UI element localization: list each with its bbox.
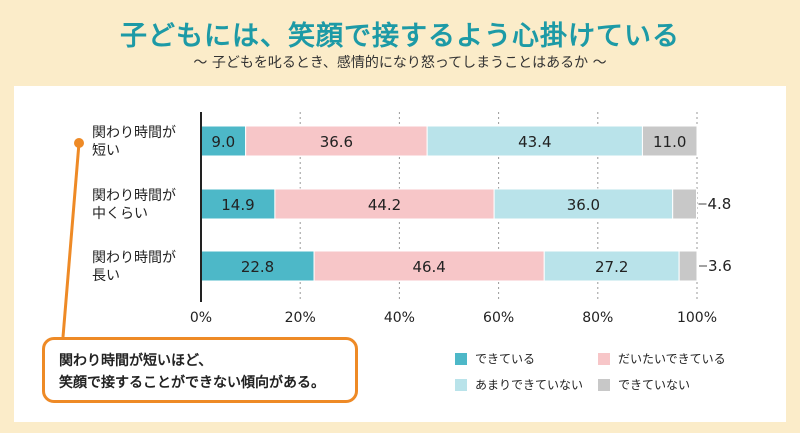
data-label-1-3: 4.8 (708, 195, 732, 213)
legend-swatch-4 (598, 378, 610, 391)
data-label-0-2: 43.4 (518, 133, 551, 151)
legend-label-4: できていない (618, 378, 691, 392)
chart-title: 子どもには、笑顔で接するよう心掛けている (120, 21, 680, 52)
data-label-2-2: 27.2 (595, 258, 628, 276)
x-tick-label-3: 60% (483, 310, 514, 326)
data-label-1-0: 14.9 (221, 196, 254, 214)
legend-swatch-2 (598, 352, 610, 365)
bar-seg-1-2 (493, 188, 674, 220)
legend-item-2: だいたいできている (598, 350, 726, 367)
bar-seg-2-3 (678, 250, 698, 282)
x-tick-label-5: 100% (677, 310, 717, 326)
bar-seg-1-0 (200, 188, 276, 220)
x-tick-label-4: 80% (582, 310, 613, 326)
bar-seg-1-1 (274, 188, 495, 220)
callout-dot (74, 138, 84, 148)
legend-label-3: あまりできていない (475, 378, 584, 392)
legend-item-1: できている (455, 350, 535, 367)
callout-box: 関わり時間が短いほど、 笑顔で接することができない傾向がある。 (42, 337, 358, 403)
callout-connector (61, 142, 81, 338)
data-label-0-1: 36.6 (320, 133, 353, 151)
legend-label-2: だいたいできている (618, 352, 726, 366)
callout-line-2: 笑顔で接することができない傾向がある。 (59, 375, 325, 391)
data-label-0-0: 9.0 (211, 133, 235, 151)
legend-item-4: できていない (598, 376, 690, 393)
category-label-2: 関わり時間が長い (92, 250, 176, 284)
callout-line-1: 関わり時間が短いほど、 (59, 353, 213, 369)
legend-swatch-3 (455, 378, 467, 391)
legend-label-1: できている (475, 352, 536, 366)
x-tick-label-2: 40% (384, 310, 415, 326)
x-tick-label-0: 0% (190, 310, 212, 326)
bar-seg-2-1 (313, 250, 545, 282)
data-label-2-0: 22.8 (241, 258, 274, 276)
data-label-2-1: 46.4 (412, 258, 445, 276)
data-label-1-1: 44.2 (368, 196, 401, 214)
bar-seg-0-3 (641, 125, 698, 157)
bar-seg-2-2 (543, 250, 680, 282)
data-label-2-3: 3.6 (708, 257, 732, 275)
legend-swatch-1 (455, 352, 467, 365)
category-label-0: 関わり時間が短い (92, 125, 176, 159)
data-label-1-2: 36.0 (567, 196, 600, 214)
bar-seg-1-3 (672, 188, 698, 220)
legend-item-3: あまりできていない (455, 376, 583, 393)
bar-seg-2-0 (200, 250, 315, 282)
data-label-0-3: 11.0 (653, 133, 686, 151)
chart-subtitle: 〜 子どもを叱るとき、感情的になり怒ってしまうことはあるか 〜 (193, 55, 607, 71)
x-tick-label-1: 20% (285, 310, 316, 326)
category-label-1: 関わり時間が中くらい (92, 188, 176, 222)
